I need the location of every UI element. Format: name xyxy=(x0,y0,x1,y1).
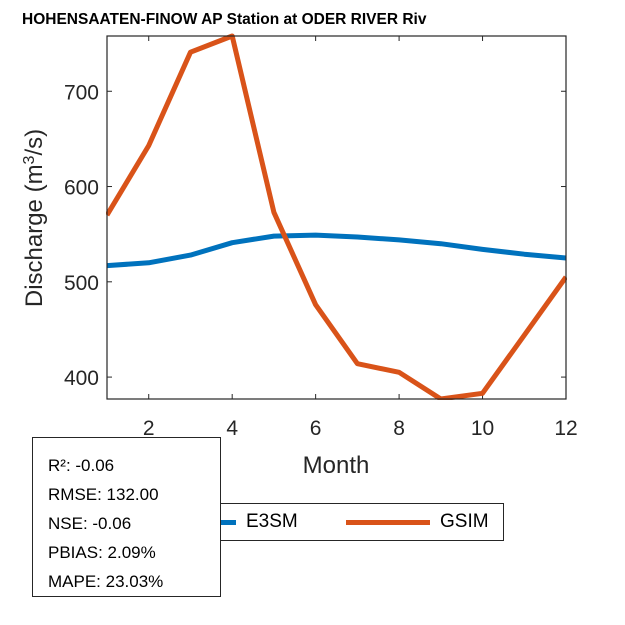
chart-title: HOHENSAATEN-FINOW AP Station at ODER RIV… xyxy=(22,11,427,28)
x-tick-label: 4 xyxy=(226,417,238,440)
y-tick-labels: 400 500 600 700 xyxy=(64,81,99,390)
x-tick-label: 10 xyxy=(471,417,494,440)
series-line-gsim xyxy=(106,33,567,400)
x-tick-labels: 2 4 6 8 10 12 xyxy=(143,417,578,440)
stat-r2: R²: -0.06 xyxy=(48,456,115,475)
axes-frame xyxy=(106,35,567,400)
legend-swatch-gsim xyxy=(346,519,430,525)
x-tick-label: 12 xyxy=(554,417,577,440)
y-tick-label: 700 xyxy=(64,81,99,104)
x-tick-label: 8 xyxy=(393,417,405,440)
x-tick-label: 2 xyxy=(143,417,155,440)
series-layer xyxy=(106,33,567,400)
y-tick-label: 600 xyxy=(64,177,99,200)
series-line-e3sm xyxy=(106,232,567,269)
x-tick-label: 6 xyxy=(310,417,322,440)
y-tick-label: 500 xyxy=(64,272,99,295)
y-axis-label-main: Discharge (m xyxy=(21,164,48,307)
stat-rmse: RMSE: 132.00 xyxy=(48,485,159,504)
legend-item-gsim: GSIM xyxy=(346,504,489,540)
legend-label-e3sm: E3SM xyxy=(246,511,298,532)
stat-mape: MAPE: 23.03% xyxy=(48,572,164,591)
stat-nse: NSE: -0.06 xyxy=(48,514,132,533)
y-axis-label: Discharge (m3/s) xyxy=(21,129,49,307)
y-axis-label-sup: 3 xyxy=(21,155,38,164)
stats-box: R²: -0.06 RMSE: 132.00 NSE: -0.06 PBIAS:… xyxy=(32,437,221,597)
legend: E3SM GSIM xyxy=(180,503,504,541)
y-tick-label: 400 xyxy=(64,367,99,390)
stat-pbias: PBIAS: 2.09% xyxy=(48,543,156,562)
y-axis-label-end: /s) xyxy=(21,129,48,156)
x-axis-label: Month xyxy=(303,452,370,479)
legend-label-gsim: GSIM xyxy=(440,511,489,532)
